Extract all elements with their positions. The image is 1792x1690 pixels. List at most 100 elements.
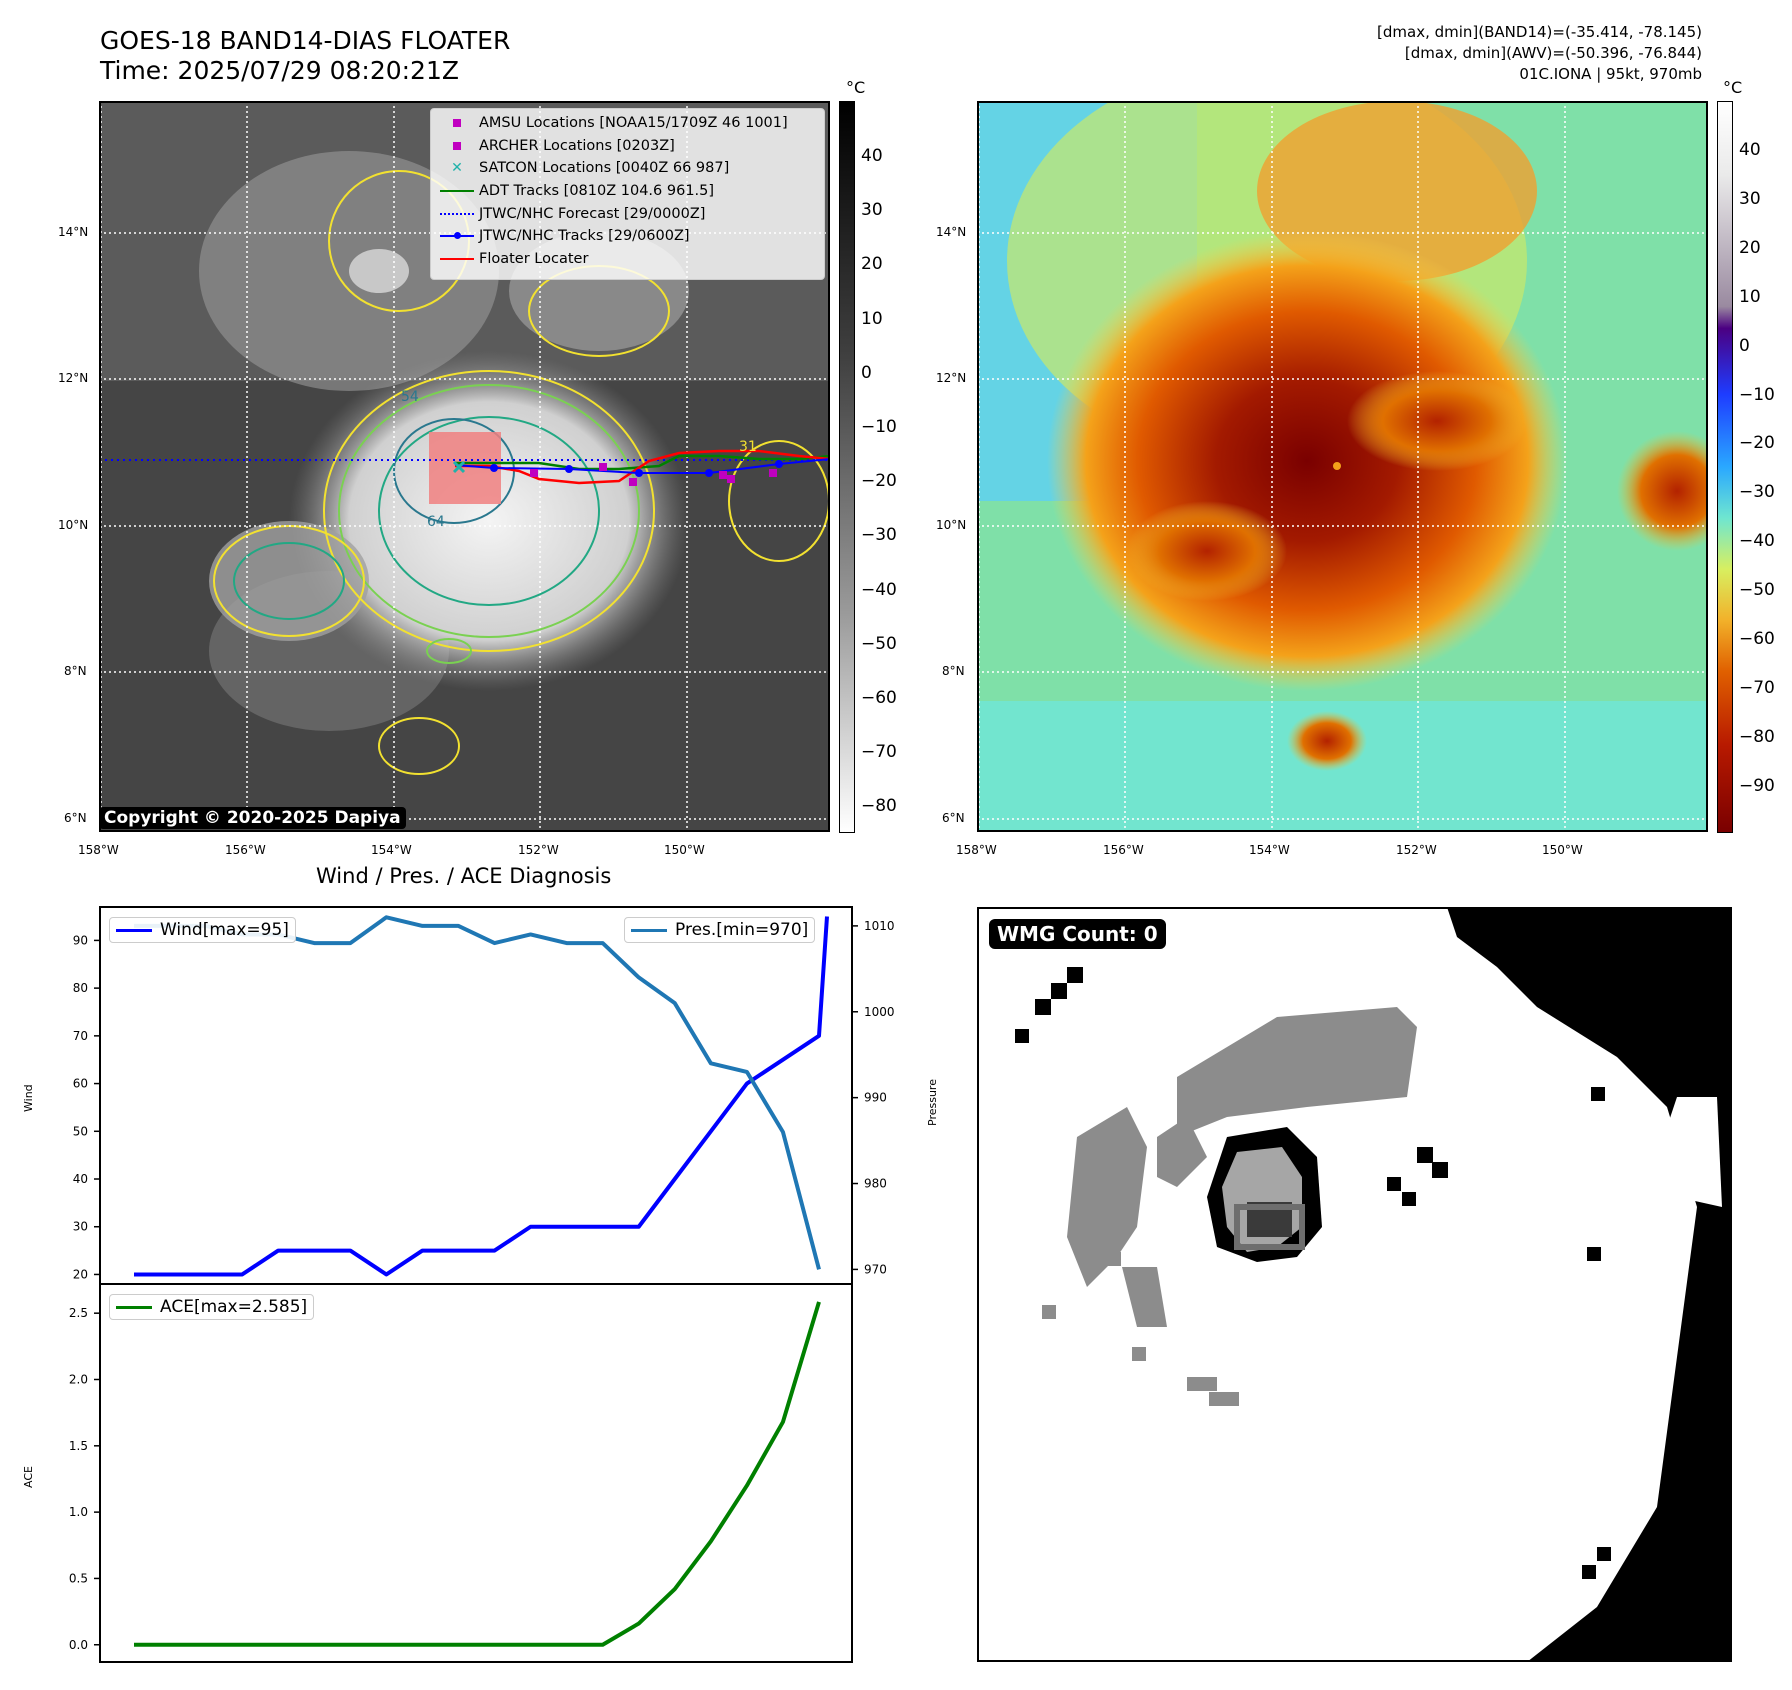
colorbar-right-tick: 10 xyxy=(1739,286,1761,307)
pressure-legend-line xyxy=(631,928,667,932)
wind-tick-label: 90 xyxy=(73,933,88,947)
colorbar-left-tick: −30 xyxy=(861,525,897,546)
legend-label: ARCHER Locations [0203Z] xyxy=(479,137,675,154)
colorbar-right-tick: 40 xyxy=(1739,140,1761,160)
dotted-line-icon xyxy=(435,207,479,221)
lat-tick-10n-right: 10°N xyxy=(936,518,967,532)
lon-tick-158w-right: 158°W xyxy=(956,843,997,857)
wmg-count-badge: WMG Count: 0 xyxy=(989,919,1166,949)
wind-tick-label: 50 xyxy=(73,1124,88,1138)
lon-tick-152w-left: 152°W xyxy=(518,843,559,857)
colorbar-right-tick: −90 xyxy=(1739,775,1775,796)
ace-tick-label: 0.5 xyxy=(69,1571,88,1585)
solid-line-icon xyxy=(435,184,479,198)
lat-tick-14n-left: 14°N xyxy=(58,225,89,239)
legend-item-6: Floater Locater xyxy=(435,248,824,271)
colorbar-right-tick: −20 xyxy=(1739,433,1775,454)
colorbar-right-tick: −80 xyxy=(1739,726,1775,747)
colorbar-right-tick: −70 xyxy=(1739,677,1775,698)
colorbar-left-tick: 40 xyxy=(861,146,883,166)
ace-legend-label: ACE[max=2.585] xyxy=(160,1297,308,1317)
lon-tick-150w-right: 150°W xyxy=(1542,843,1583,857)
awv-map-image xyxy=(977,61,1737,832)
ace-axes-frame xyxy=(99,1283,853,1663)
wind-tick-label: 70 xyxy=(73,1029,88,1043)
lat-tick-8n-left: 8°N xyxy=(64,664,87,678)
ace-tick-label: 1.0 xyxy=(69,1505,88,1519)
stats-band14: [dmax, dmin](BAND14)=(-35.414, -78.145) xyxy=(1377,23,1702,41)
ace-tick-label: 2.5 xyxy=(69,1306,88,1320)
diagnosis-title: Wind / Pres. / ACE Diagnosis xyxy=(316,864,612,888)
contour-label-31: 31 xyxy=(739,439,757,455)
lon-tick-156w-right: 156°W xyxy=(1103,843,1144,857)
colorbar-left-tick: −50 xyxy=(861,633,897,654)
lon-tick-154w-left: 154°W xyxy=(371,843,412,857)
contour-label-54: 54 xyxy=(401,389,419,405)
lat-tick-12n-left: 12°N xyxy=(58,371,89,385)
lat-tick-6n-right: 6°N xyxy=(942,811,965,825)
legend-item-5: JTWC/NHC Tracks [29/0600Z] xyxy=(435,225,824,248)
colorbar-left-tick: −10 xyxy=(861,417,897,437)
wind-tick-label: 40 xyxy=(73,1172,88,1186)
ace-legend-line xyxy=(116,1305,152,1309)
colorbar-left xyxy=(839,101,855,833)
colorbar-left-tick: 0 xyxy=(861,362,872,383)
pressure-tick-label: 1010 xyxy=(864,919,895,933)
colorbar-right xyxy=(1717,101,1733,833)
wmg-frame xyxy=(977,907,1732,1662)
lon-tick-158w-left: 158°W xyxy=(78,843,119,857)
colorbar-right-tick: −60 xyxy=(1739,629,1775,649)
figure-title-line1: GOES-18 BAND14-DIAS FLOATER xyxy=(100,26,511,55)
ir-map-panel: 54 64 31 AMSU Locations [NOAA15/1709Z 46… xyxy=(99,101,831,832)
lon-tick-154w-right: 154°W xyxy=(1249,843,1290,857)
wind-tick-label: 60 xyxy=(73,1077,88,1091)
wmg-panel: WMG Count: 0 xyxy=(977,907,1732,1662)
storm-info: 01C.IONA | 95kt, 970mb xyxy=(1519,65,1702,83)
lon-tick-150w-left: 150°W xyxy=(664,843,705,857)
copyright-label: Copyright © 2020-2025 Dapiya xyxy=(99,807,406,829)
pressure-axis-label: Pressure xyxy=(926,1079,939,1126)
lat-tick-8n-right: 8°N xyxy=(942,664,965,678)
colorbar-left-tick: −80 xyxy=(861,796,897,817)
ace-tick-label: 1.5 xyxy=(69,1439,88,1453)
colorbar-left-tick: −40 xyxy=(861,579,897,600)
solid-line-icon xyxy=(435,252,479,266)
legend-item-2: ✕ SATCON Locations [0040Z 66 987] xyxy=(435,157,824,180)
legend-label: JTWC/NHC Forecast [29/0000Z] xyxy=(479,205,706,222)
wmg-image xyxy=(977,907,1732,1662)
pressure-tick-label: 1000 xyxy=(864,1005,895,1019)
colorbar-left-tick: −70 xyxy=(861,742,897,763)
colorbar-right-tick: 0 xyxy=(1739,335,1750,356)
pressure-series-line xyxy=(134,915,821,1270)
colorbar-left-tick: −60 xyxy=(861,688,897,708)
legend-label: Floater Locater xyxy=(479,250,589,267)
colorbar-right-tick: −40 xyxy=(1739,531,1775,552)
stats-awv: [dmax, dmin](AWV)=(-50.396, -76.844) xyxy=(1404,44,1702,62)
diagnosis-chart: 90 80 70 60 50 40 30 20 1010 1000 990 980 970 2.5 2.0 1… xyxy=(69,906,895,1663)
pressure-legend-label: Pres.[min=970] xyxy=(675,920,809,940)
colorbar-right-tick: 20 xyxy=(1739,237,1761,258)
wind-series-line xyxy=(134,916,829,1277)
wind-legend: Wind[max=95] xyxy=(109,917,296,943)
ir-map-legend: AMSU Locations [NOAA15/1709Z 46 1001] ARC… xyxy=(430,108,825,280)
colorbar-left-tick: 10 xyxy=(861,308,883,329)
square-marker-icon xyxy=(435,116,479,130)
colorbar-right-unit: °C xyxy=(1723,78,1743,97)
legend-item-4: JTWC/NHC Forecast [29/0000Z] xyxy=(435,202,824,225)
legend-item-3: ADT Tracks [0810Z 104.6 961.5] xyxy=(435,180,824,203)
colorbar-left-tick: 20 xyxy=(861,254,883,275)
colorbar-left-tick: 30 xyxy=(861,200,883,221)
wind-axis-label: Wind xyxy=(22,1084,35,1112)
lat-tick-14n-right: 14°N xyxy=(936,225,967,239)
lon-tick-152w-right: 152°W xyxy=(1396,843,1437,857)
x-marker-icon: ✕ xyxy=(451,160,463,177)
ir-map-frame xyxy=(99,101,830,832)
lat-tick-10n-left: 10°N xyxy=(58,518,89,532)
colorbar-left-unit: °C xyxy=(846,78,866,97)
pressure-legend: Pres.[min=970] xyxy=(624,917,816,943)
legend-label: SATCON Locations [0040Z 66 987] xyxy=(479,160,730,177)
colorbar-right-tick: 30 xyxy=(1739,188,1761,209)
ace-legend: ACE[max=2.585] xyxy=(109,1294,315,1320)
ace-axis-label: ACE xyxy=(22,1466,35,1488)
colorbar-right-tick: −30 xyxy=(1739,482,1775,503)
